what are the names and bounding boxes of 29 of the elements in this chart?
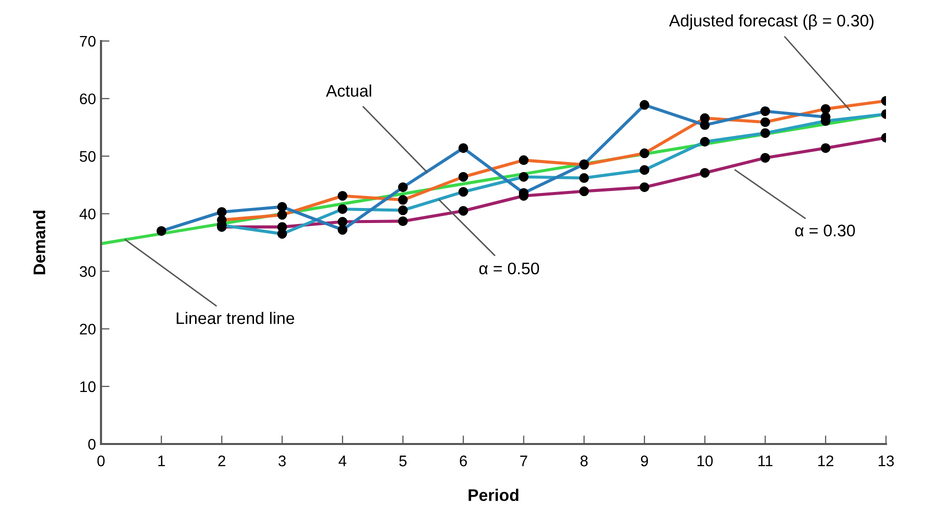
x-tick-label: 9: [640, 456, 648, 466]
x-tick-label: 0: [97, 456, 105, 466]
y-tick-label: 70: [80, 36, 96, 47]
x-tick-label: 10: [698, 456, 713, 466]
y-tick-label: 10: [80, 381, 96, 392]
annotation: Actual: [326, 84, 372, 97]
y-tick-label: 20: [80, 324, 96, 335]
x-tick-label: 11: [758, 456, 772, 466]
y-tick-label: 60: [80, 93, 96, 104]
y-tick-label: 30: [80, 266, 96, 277]
annotation: α = 0.30: [795, 224, 855, 236]
x-tick-label: 1: [158, 456, 165, 466]
y-tick-label: 40: [80, 208, 96, 220]
x-tick-label: 3: [278, 456, 286, 466]
x-tick-label: 8: [580, 456, 588, 466]
annotation: α = 0.50: [479, 262, 540, 274]
x-axis-title: Period: [468, 488, 518, 502]
x-tick-label: 6: [460, 456, 467, 466]
x-tick-label: 5: [399, 456, 407, 466]
y-tick-label: 0: [88, 438, 96, 450]
x-tick-label: 4: [338, 456, 346, 466]
y-tick-label: 50: [80, 151, 96, 162]
x-tick-label: 12: [818, 456, 834, 466]
annotation: Adjusted forecast (β = 0.30): [669, 14, 874, 30]
x-tick-label: 7: [520, 456, 528, 466]
y-axis-title: Demand: [33, 210, 46, 274]
x-tick-label: 2: [218, 456, 226, 466]
x-tick-label: 13: [878, 456, 894, 466]
annotation: Linear trend line: [176, 312, 294, 324]
